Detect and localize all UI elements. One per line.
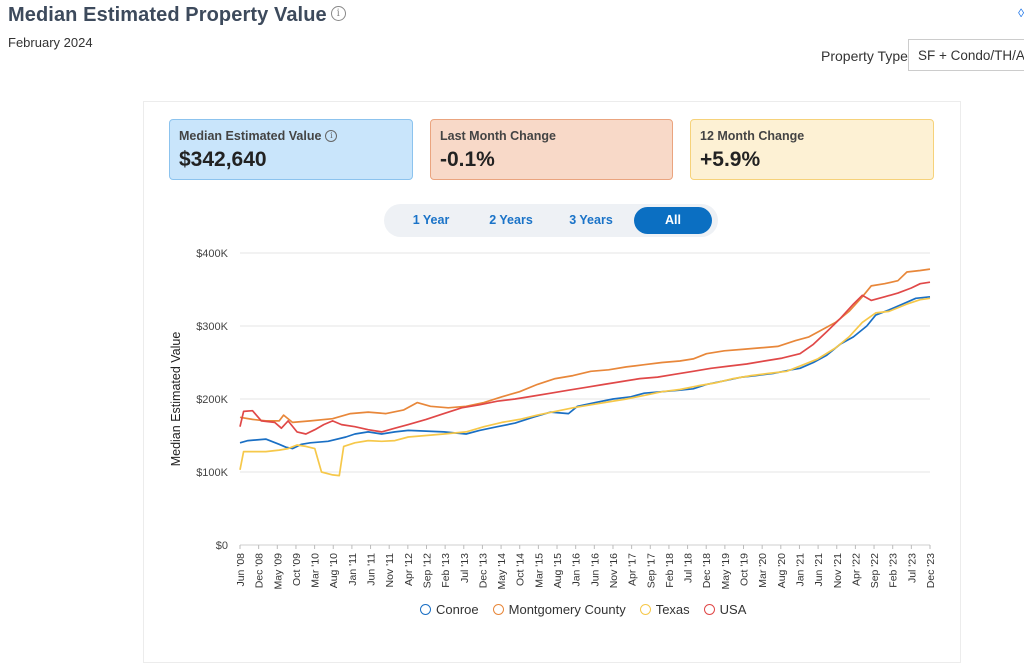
legend-swatch xyxy=(639,604,651,615)
x-tick-label: Apr '12 xyxy=(403,553,415,586)
legend-swatch xyxy=(703,604,715,615)
x-tick-label: Nov '11 xyxy=(384,553,396,588)
legend-label: Conroe xyxy=(436,602,479,617)
legend-item-texas[interactable]: Texas xyxy=(639,602,690,617)
x-tick-label: Sep '17 xyxy=(645,553,657,588)
legend-label: Texas xyxy=(655,602,690,617)
y-axis-label: Median Estimated Value xyxy=(169,332,183,467)
title-text: Median Estimated Property Value xyxy=(8,4,327,26)
tab-1-year[interactable]: 1 Year xyxy=(412,213,450,227)
legend-item-usa[interactable]: USA xyxy=(703,602,747,617)
legend-swatch xyxy=(420,604,431,615)
x-tick-label: Nov '21 xyxy=(832,553,844,588)
chart-panel xyxy=(143,101,961,663)
series-line-usa xyxy=(239,281,931,435)
x-tick-label: Jun '16 xyxy=(589,553,601,587)
x-tick-label: Aug '15 xyxy=(552,553,564,588)
legend-label: Montgomery County xyxy=(508,602,626,617)
x-tick-label: Mar '10 xyxy=(310,553,322,588)
x-tick-label: Feb '18 xyxy=(664,553,676,588)
x-tick-label: Mar '20 xyxy=(757,553,769,588)
x-tick-label: Jun '11 xyxy=(366,553,378,586)
x-tick-label: Dec '13 xyxy=(477,553,489,588)
tab-3-years[interactable]: 3 Years xyxy=(569,213,613,227)
x-tick-label: Dec '08 xyxy=(254,553,266,588)
settings-icon[interactable]: ◊ xyxy=(1018,6,1024,20)
y-tick-label: $400K xyxy=(196,248,228,260)
x-tick-label: Jan '11 xyxy=(347,553,359,586)
series-line-texas xyxy=(239,297,931,477)
legend-item-montgomery[interactable]: Montgomery County xyxy=(492,602,626,617)
x-tick-label: Oct '19 xyxy=(739,553,751,586)
legend-swatch xyxy=(492,604,504,615)
x-tick-label: Jan '16 xyxy=(571,553,583,587)
x-tick-label: Aug '20 xyxy=(776,553,788,588)
x-tick-label: Jun '08 xyxy=(235,553,247,587)
x-tick-label: Jun '21 xyxy=(813,553,825,587)
last-month-change-card: Last Month Change -0.1% xyxy=(430,119,673,180)
card-label-text: Median Estimated Value xyxy=(179,129,322,143)
tab-all[interactable]: All xyxy=(634,207,712,234)
x-tick-label: Jul '13 xyxy=(459,553,471,583)
x-tick-label: Sep '22 xyxy=(869,553,881,588)
info-icon[interactable]: i xyxy=(325,129,338,142)
legend-label: USA xyxy=(719,602,747,617)
card-value: -0.1% xyxy=(440,148,495,171)
median-value-card: Median Estimated Value i $342,640 xyxy=(169,119,413,180)
line-chart: $0 $100K $200K $300K $400K Median Estimated V… xyxy=(169,248,937,590)
time-range-tabs: 1 Year 2 Years 3 Years All xyxy=(384,204,718,237)
page-title: Median Estimated Property Value i xyxy=(8,4,346,27)
x-tick-label: Jan '21 xyxy=(794,553,806,587)
card-value: $342,640 xyxy=(179,148,267,171)
legend-item-conroe[interactable]: Conroe xyxy=(420,602,479,617)
card-value: +5.9% xyxy=(700,148,761,171)
info-icon[interactable]: i xyxy=(330,6,346,22)
x-tick-label: Apr '22 xyxy=(850,553,862,586)
x-tick-label: Apr '17 xyxy=(627,553,639,586)
x-tick-label: Dec '23 xyxy=(925,553,937,588)
card-label: Median Estimated Value i xyxy=(179,129,403,143)
x-tick-label: Feb '13 xyxy=(440,553,452,588)
property-type-select[interactable]: SF + Condo/TH/Apt xyxy=(908,39,1024,71)
x-tick-label: Oct '14 xyxy=(515,553,527,586)
page-subtitle: February 2024 xyxy=(8,35,93,50)
chart-legend: Conroe Montgomery County Texas USA xyxy=(420,602,746,617)
x-tick-label: Feb '23 xyxy=(888,553,900,588)
x-tick-label: May '14 xyxy=(496,553,508,590)
x-tick-label: Dec '18 xyxy=(701,553,713,588)
y-tick-label: $100K xyxy=(196,467,228,479)
y-tick-label: $200K xyxy=(196,394,228,406)
y-tick-label: $0 xyxy=(216,540,228,552)
x-tick-label: Mar '15 xyxy=(533,553,545,588)
x-tick-label: May '09 xyxy=(272,553,284,590)
x-tick-label: Jul '23 xyxy=(906,553,918,583)
card-label: Last Month Change xyxy=(440,129,556,143)
tab-2-years[interactable]: 2 Years xyxy=(489,213,533,227)
y-tick-label: $300K xyxy=(196,321,228,333)
x-tick-label: Oct '09 xyxy=(291,553,303,586)
x-tick-label: Aug '10 xyxy=(328,553,340,588)
x-tick-label: Sep '12 xyxy=(421,553,433,588)
x-tick-label: Nov '16 xyxy=(608,553,620,588)
x-tick-label: May '19 xyxy=(720,553,732,590)
twelve-month-change-card: 12 Month Change +5.9% xyxy=(690,119,934,180)
x-tick-label: Jul '18 xyxy=(683,553,695,583)
property-type-label: Property Type xyxy=(821,48,908,64)
card-label: 12 Month Change xyxy=(700,129,805,143)
